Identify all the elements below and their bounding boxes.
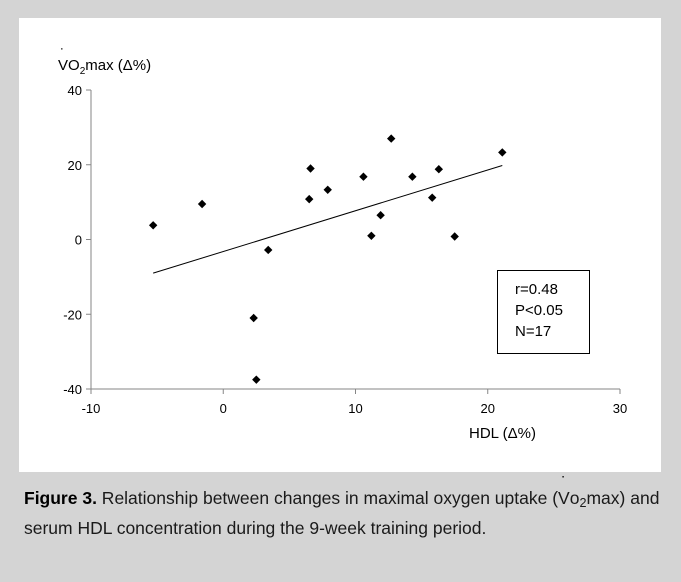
data-point: [264, 245, 273, 255]
axes: [86, 89, 621, 394]
data-point: [359, 172, 368, 181]
y-axis-title: VO2max (Δ%): [58, 57, 151, 77]
y-axis-title-sub: 2: [80, 66, 86, 77]
caption-vo2-o: o: [569, 488, 580, 508]
y-axis-title-o: O: [68, 57, 80, 74]
data-point: [408, 172, 417, 181]
data-point: [252, 375, 261, 384]
data-point: [306, 164, 315, 173]
x-axis-title: HDL (Δ%): [469, 425, 536, 442]
caption-text-1: Relationship between changes in maximal …: [96, 488, 559, 508]
caption-vo2-sub: 2: [579, 496, 587, 511]
data-point: [450, 232, 459, 241]
y-axis-title-dot: ˙: [60, 46, 65, 63]
data-point: [428, 193, 437, 202]
x-tick-label: 30: [613, 401, 627, 416]
caption-text-2: max) and serum HDL concentration during …: [24, 488, 660, 539]
data-point: [197, 199, 207, 209]
y-tick-label: 40: [68, 83, 82, 98]
data-point: [249, 313, 258, 323]
data-points: [148, 134, 507, 384]
x-tick-label: -10: [82, 401, 101, 416]
figure-label: Figure 3.: [24, 488, 97, 508]
data-point: [323, 185, 332, 194]
data-point: [305, 194, 314, 204]
stat-n: N=17: [515, 323, 552, 340]
caption-vo2-v: V: [558, 475, 570, 511]
stat-p: P<0.05: [515, 302, 563, 319]
data-point: [387, 134, 396, 143]
stats-box: r=0.48 P<0.05 N=17: [497, 270, 590, 354]
scatter-chart: VO2max (Δ%) ˙ 40 20 0 -20 -40-10 0 10 20 30 HDL …: [58, 46, 627, 442]
x-tick-label: 20: [481, 401, 495, 416]
data-point: [434, 165, 444, 174]
x-tick-label: 10: [348, 401, 362, 416]
y-tick-label: 20: [68, 158, 82, 173]
data-point: [367, 231, 376, 240]
trendline-group: [153, 165, 503, 274]
plot-panel: VO2max (Δ%) ˙ 40 20 0 -20 -40 -10 0 10 20 30 HDL …: [19, 18, 661, 472]
trendline: [153, 165, 503, 274]
y-axis-title-rest: max (Δ%): [85, 57, 151, 74]
data-point: [498, 148, 507, 157]
y-tick-label: -40: [63, 382, 82, 397]
stat-r: r=0.48: [515, 281, 558, 298]
y-tick-label: 0: [75, 233, 82, 248]
data-point: [148, 221, 158, 230]
figure-caption: Figure 3. Relationship between changes i…: [24, 475, 664, 541]
tick-labels: 40 20 0 -20 -40-10 0 10 20 30: [63, 83, 627, 416]
data-point: [376, 211, 385, 220]
y-tick-label: -20: [63, 307, 82, 322]
y-axis-title-v: V: [58, 57, 68, 74]
x-tick-label: 0: [220, 401, 227, 416]
